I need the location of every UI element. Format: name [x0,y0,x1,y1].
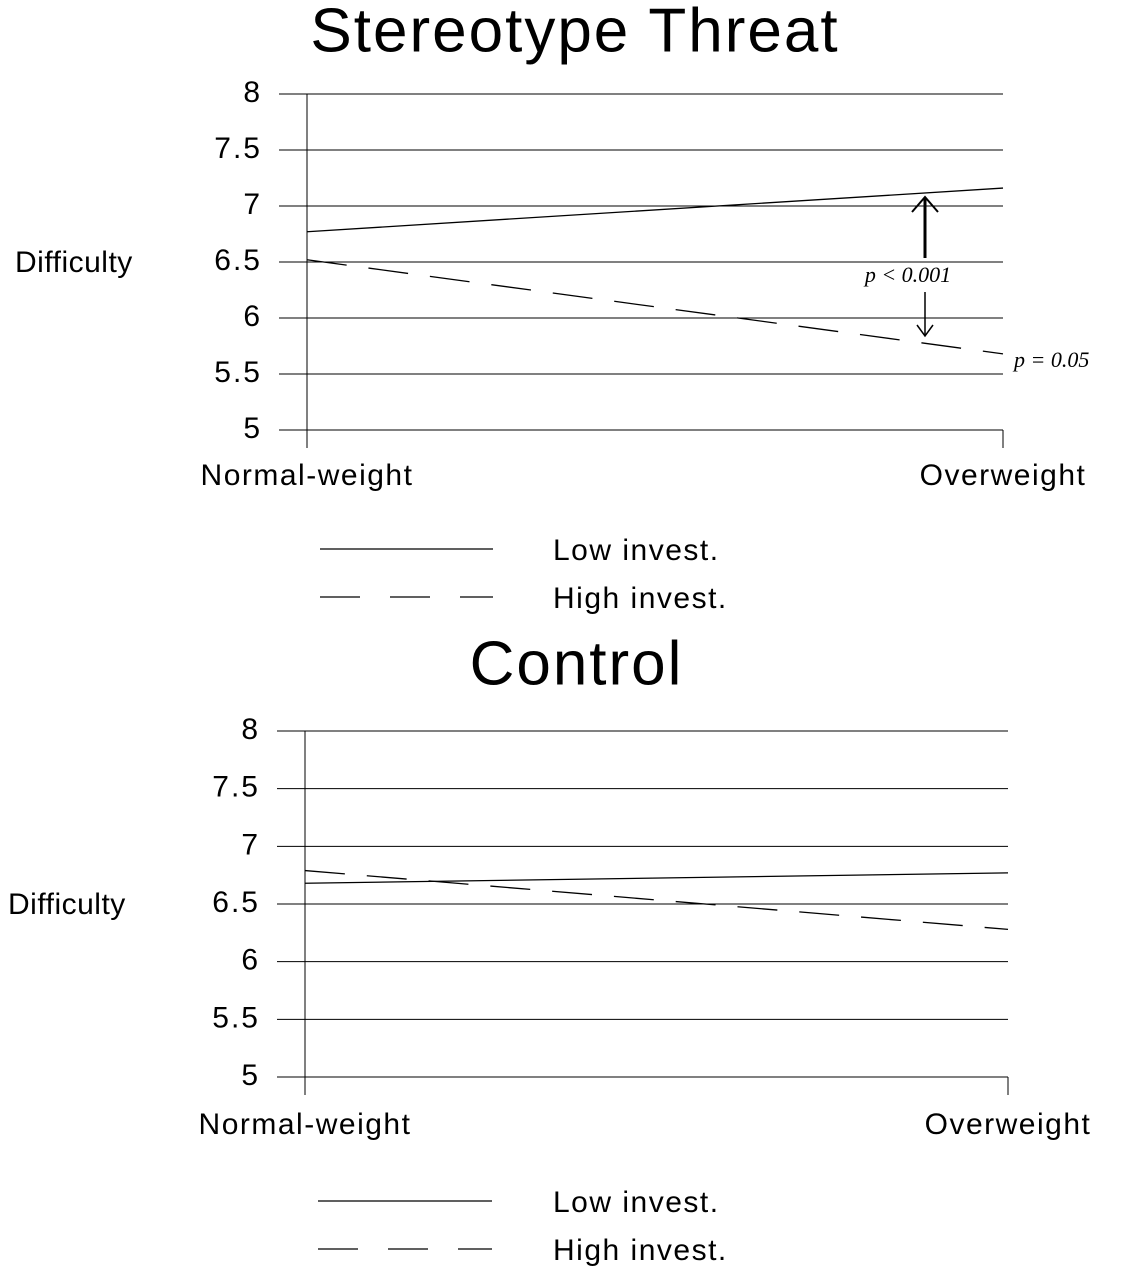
legend-label: High invest. [553,582,728,615]
annotation: p < 0.001 [863,262,951,287]
legend-label: Low invest. [553,1186,720,1219]
y-axis-label: Difficulty [15,246,133,279]
y-tick-label: 7 [241,828,260,861]
x-tick-label: Overweight [925,1108,1092,1141]
legend-label: High invest. [553,1234,728,1267]
y-tick-label: 8 [243,76,262,109]
y-tick-label: 6.5 [212,886,260,919]
y-tick-label: 5 [243,412,262,445]
series-line [304,869,1009,931]
series-line [306,187,1004,233]
y-tick-label: 5.5 [214,356,262,389]
y-tick-label: 5.5 [212,1001,260,1034]
y-tick-label: 8 [241,713,260,746]
y-axis-label: Difficulty [8,888,126,921]
chart-title: Stereotype Threat [310,0,839,65]
y-tick-label: 6.5 [214,244,262,277]
y-tick-label: 6 [243,300,262,333]
y-tick-label: 7.5 [214,132,262,165]
x-tick-label: Normal-weight [201,459,414,492]
annotation: p = 0.05 [1012,347,1089,372]
chart-title: Control [470,629,684,698]
series-line [304,872,1009,884]
y-tick-label: 6 [241,944,260,977]
significance-arrow [911,195,939,338]
legend-label: Low invest. [553,534,720,567]
x-tick-label: Normal-weight [199,1108,412,1141]
series-line [306,259,1004,355]
y-tick-label: 7 [243,188,262,221]
y-tick-label: 5 [241,1059,260,1092]
y-tick-label: 7.5 [212,771,260,804]
x-tick-label: Overweight [920,459,1087,492]
